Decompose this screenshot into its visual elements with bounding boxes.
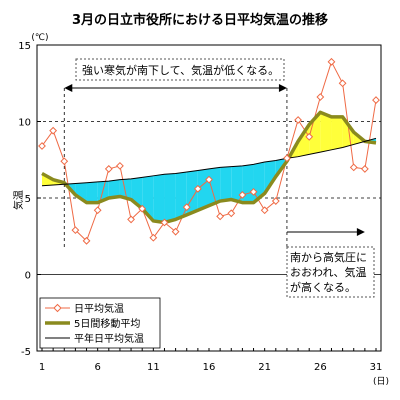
daily-temperature-point	[249, 187, 258, 196]
daily-temperature-point	[260, 206, 269, 215]
below-normal-fill	[119, 178, 132, 200]
arrow-head-left	[64, 84, 73, 92]
daily-temperature-point	[71, 226, 80, 235]
daily-temperature-point	[372, 96, 380, 104]
daily-temperature-point	[338, 79, 347, 88]
annotation-cold-arrow	[64, 84, 287, 92]
y-tick-label: -5	[21, 347, 31, 358]
below-normal-fill	[164, 173, 176, 223]
annotation-warm-line-3: が高くなる。	[290, 280, 356, 294]
annotation-warm-line-1: 南から高気圧に	[290, 250, 367, 264]
daily-temperature-point	[49, 126, 58, 135]
annotation-cold-text: 強い寒気が南下して、気温が低くなる。	[82, 63, 279, 77]
below-normal-fill	[264, 160, 276, 194]
daily-temperature-point	[138, 204, 147, 213]
y-tick-label: 5	[25, 194, 31, 205]
annotation-warm-line-2: おおわれ、気温	[290, 265, 367, 279]
x-tick-label: 21	[258, 362, 271, 373]
daily-temperature-point	[216, 212, 225, 221]
daily-temperature-point	[360, 165, 369, 173]
legend-daily-marker	[53, 303, 62, 313]
x-tick-label: 1	[39, 362, 45, 373]
below-normal-fill	[220, 166, 232, 202]
y-tick-label: 10	[18, 118, 31, 129]
daily-temperature-point	[38, 142, 46, 150]
daily-temperature-point	[227, 209, 236, 218]
below-normal-fill	[75, 182, 87, 203]
legend-moving-average-label: 5日間移動平均	[74, 317, 140, 330]
chart-title: 3月の日立市役所における日平均気温の推移	[72, 12, 328, 28]
below-normal-fill	[97, 181, 109, 203]
below-normal-fill	[175, 171, 187, 220]
above-normal-fill	[320, 112, 332, 153]
daily-temperature-point	[294, 116, 302, 124]
daily-temperature-point	[283, 154, 291, 163]
daily-temperature-point	[205, 175, 213, 184]
daily-temperature-point	[182, 203, 191, 212]
above-normal-fill	[342, 116, 354, 148]
daily-temperature-point	[171, 227, 180, 236]
below-normal-fill	[153, 174, 165, 223]
below-normal-fill	[209, 167, 221, 206]
y-tick-label: 15	[18, 41, 31, 52]
arrow-head-right	[356, 228, 365, 236]
below-normal-fill	[231, 165, 243, 203]
daily-temperature-point	[193, 184, 202, 193]
arrow-head-right	[278, 84, 287, 92]
annotation-warm-box	[286, 246, 375, 298]
below-normal-fill	[86, 181, 98, 203]
daily-temperature-point	[238, 191, 247, 199]
x-tick-label: 26	[314, 362, 327, 373]
daily-temperature-point	[327, 57, 336, 66]
daily-temperature-point	[60, 157, 69, 166]
daily-temperature-point	[116, 161, 124, 170]
below-normal-fill	[108, 179, 120, 198]
x-tick-label: 16	[203, 362, 216, 373]
daily-temperature-markers	[38, 57, 380, 245]
y-axis-label: 気温	[12, 190, 25, 210]
legend-normal-label: 平年日平均気温	[74, 332, 144, 345]
moving-average-line	[41, 110, 377, 225]
daily-temperature-point	[305, 132, 314, 141]
y-unit-label: (℃)	[31, 33, 48, 43]
y-tick-label: 0	[25, 271, 31, 282]
daily-temperature-point	[160, 218, 169, 227]
daily-temperature-point	[127, 215, 135, 224]
annotation-warm-arrow	[286, 228, 365, 236]
legend: 日平均気温 5日間移動平均 平年日平均気温	[39, 297, 161, 349]
x-tick-label: 6	[94, 362, 100, 373]
daily-temperature-point	[93, 206, 102, 215]
x-tick-label: 11	[147, 362, 160, 373]
x-unit-label: (日)	[373, 376, 389, 387]
daily-temperature-point	[349, 163, 358, 172]
legend-daily-label: 日平均気温	[74, 302, 124, 315]
daily-temperature-point	[149, 233, 158, 242]
below-normal-fill	[186, 170, 198, 215]
daily-temperature-point	[316, 93, 325, 101]
normal-temperature-line	[41, 137, 377, 187]
daily-temperature-point	[82, 236, 91, 245]
x-tick-label: 31	[370, 362, 383, 373]
daily-temperature-point	[271, 197, 280, 205]
daily-temperature-point	[104, 165, 113, 173]
annotation-cold-box	[75, 58, 285, 81]
above-normal-fill	[331, 116, 343, 150]
